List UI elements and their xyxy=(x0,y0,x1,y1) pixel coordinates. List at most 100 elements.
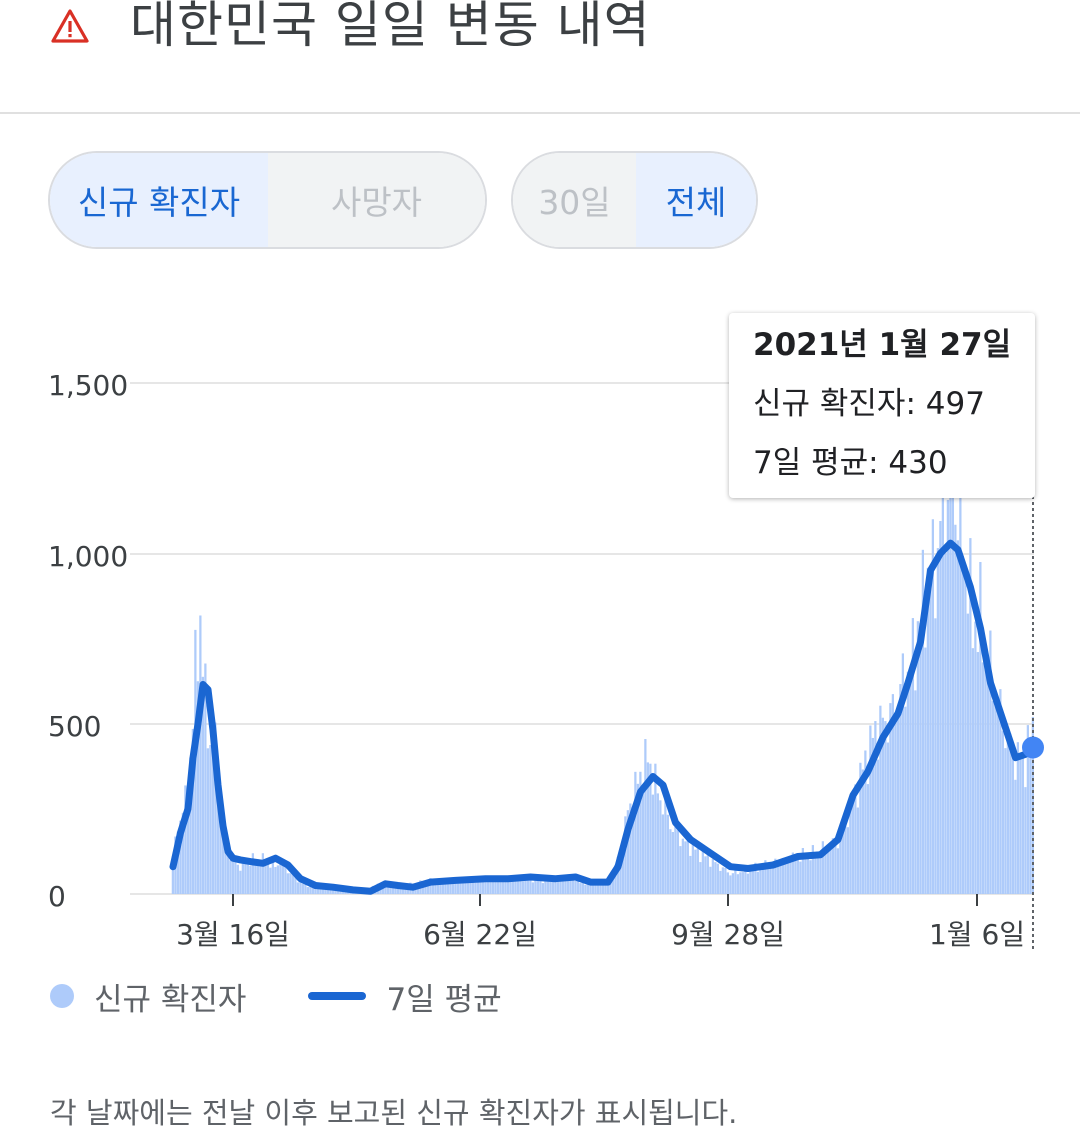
new-cases-bar xyxy=(179,820,182,894)
new-cases-bar xyxy=(466,878,469,894)
new-cases-bar xyxy=(561,879,564,894)
new-cases-bar xyxy=(881,717,884,894)
new-cases-bar xyxy=(816,852,819,894)
new-cases-bar xyxy=(659,800,662,894)
new-cases-bar xyxy=(499,876,502,894)
new-cases-bar xyxy=(324,888,327,894)
new-cases-bar xyxy=(669,829,672,894)
new-cases-bar xyxy=(804,857,807,894)
new-cases-bar xyxy=(209,745,212,894)
new-cases-bar xyxy=(261,853,264,894)
new-cases-bar xyxy=(859,762,862,894)
new-cases-bar xyxy=(819,856,822,894)
new-cases-bar xyxy=(621,843,624,894)
new-cases-bar xyxy=(426,882,429,894)
new-cases-bar xyxy=(424,881,427,894)
tooltip-seven-day-avg: 7일 평균: 430 xyxy=(753,445,948,481)
new-cases-bar xyxy=(496,875,499,894)
new-cases-bar xyxy=(456,879,459,894)
range-all-button[interactable]: 전체 xyxy=(636,153,756,247)
new-cases-bar xyxy=(1011,750,1014,894)
new-cases-bar xyxy=(216,794,219,894)
new-cases-bar xyxy=(1021,754,1024,894)
new-cases-bar xyxy=(914,690,917,894)
new-cases-bar xyxy=(1004,748,1007,894)
new-cases-bar xyxy=(511,879,514,894)
new-cases-bar xyxy=(899,684,902,894)
new-cases-bar xyxy=(541,883,544,894)
x-axis: 3월 16일 6월 22일 9월 28일 1월 6일 xyxy=(176,894,1025,951)
new-cases-bar xyxy=(664,799,667,894)
new-cases-bar xyxy=(304,883,307,894)
new-cases-bar xyxy=(676,830,679,894)
new-cases-bar xyxy=(486,876,489,894)
new-cases-bar xyxy=(229,860,232,894)
new-cases-bar xyxy=(681,838,684,894)
new-cases-bar xyxy=(609,879,612,894)
new-cases-bar xyxy=(891,694,894,894)
metric-toggle: 신규 확진자 사망자 xyxy=(48,151,487,249)
new-cases-bar xyxy=(221,825,224,894)
new-cases-bar xyxy=(294,876,297,894)
new-cases-bar xyxy=(276,865,279,894)
new-cases-bar xyxy=(469,880,472,894)
new-cases-bar xyxy=(444,881,447,894)
new-cases-bar xyxy=(986,678,989,894)
new-cases-bar xyxy=(671,832,674,894)
new-cases-bar xyxy=(296,882,299,894)
x-tick-label-mar16: 3월 16일 xyxy=(176,918,290,951)
new-cases-bar xyxy=(1009,733,1012,894)
new-cases-bar xyxy=(634,771,637,894)
new-cases-bar xyxy=(509,875,512,894)
new-cases-bar xyxy=(719,870,722,894)
new-cases-bar xyxy=(339,890,342,894)
new-cases-bar xyxy=(484,881,487,894)
new-cases-bar xyxy=(791,852,794,894)
new-cases-bar xyxy=(389,886,392,894)
new-cases-bar xyxy=(861,769,864,894)
new-cases-bar xyxy=(576,878,579,894)
new-cases-bar xyxy=(904,706,907,894)
new-cases-bar xyxy=(246,861,249,894)
new-cases-toggle-button[interactable]: 신규 확진자 xyxy=(50,153,268,247)
new-cases-bar xyxy=(956,540,959,894)
new-cases-bar xyxy=(706,854,709,894)
new-cases-bar xyxy=(889,703,892,894)
new-cases-bar xyxy=(931,519,934,894)
new-cases-bar xyxy=(326,889,329,894)
new-cases-bar xyxy=(906,671,909,894)
new-cases-bar xyxy=(211,750,214,894)
new-cases-bar xyxy=(716,863,719,894)
selected-point-marker[interactable] xyxy=(1022,736,1044,759)
new-cases-bar xyxy=(726,872,729,894)
new-cases-bar xyxy=(969,538,972,894)
new-cases-bar xyxy=(544,879,547,894)
new-cases-bar xyxy=(189,757,192,894)
chart-tooltip: 2021년 1월 27일 신규 확진자: 497 7일 평균: 430 xyxy=(729,313,1035,498)
new-cases-bar xyxy=(849,800,852,894)
new-cases-bar xyxy=(529,876,532,894)
new-cases-bar xyxy=(516,877,519,894)
new-cases-bar xyxy=(446,880,449,894)
daily-cases-chart[interactable]: 1,500 1,000 500 0 3월 16일 6월 22일 9월 28일 1… xyxy=(0,300,1080,970)
new-cases-bar xyxy=(219,819,222,894)
new-cases-bar xyxy=(1019,757,1022,894)
new-cases-bar xyxy=(856,807,859,894)
range-30-days-button[interactable]: 30일 xyxy=(513,153,636,247)
new-cases-bar xyxy=(636,783,639,894)
new-cases-bar xyxy=(734,869,737,894)
new-cases-bar xyxy=(239,870,242,894)
new-cases-bar xyxy=(761,867,764,894)
new-cases-bar xyxy=(336,890,339,894)
new-cases-bar xyxy=(481,878,484,894)
new-cases-bar xyxy=(926,567,929,894)
new-cases-bar xyxy=(1024,787,1027,894)
new-cases-bar xyxy=(919,622,922,894)
y-tick-label-0: 0 xyxy=(48,880,66,913)
deaths-toggle-button[interactable]: 사망자 xyxy=(268,153,485,247)
new-cases-bar xyxy=(231,855,234,894)
new-cases-bar xyxy=(961,555,964,894)
new-cases-bar xyxy=(964,565,967,894)
new-cases-bar xyxy=(586,881,589,894)
new-cases-bar xyxy=(214,722,217,894)
